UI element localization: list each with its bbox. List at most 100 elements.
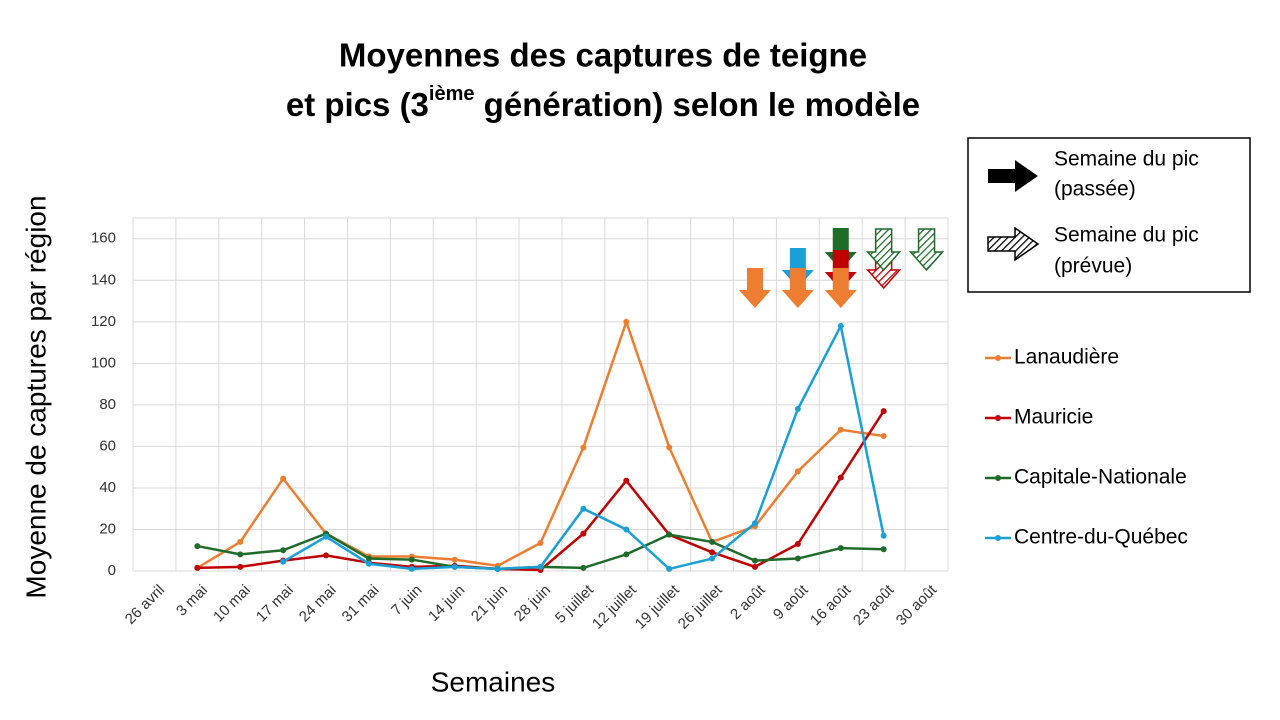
data-point [323,552,330,559]
title-part: et pics (3 [286,86,429,123]
x-tick-label: 30 août [893,581,941,629]
data-point [280,475,287,482]
data-point [451,556,458,563]
x-tick-label: 7 juin [388,582,425,619]
x-tick-label: 31 mai [339,582,383,626]
x-tick-label: 10 mai [210,582,254,626]
data-point [837,426,844,433]
y-tick-label: 100 [91,354,116,371]
legend-dot [995,475,1001,481]
title-sup: ième [429,83,475,105]
data-point [194,543,201,550]
legend-label: Capitale-Nationale [1014,466,1187,489]
data-point [709,538,716,545]
data-point [794,555,801,562]
data-point [623,318,630,325]
data-point [237,563,244,570]
data-point [280,547,287,554]
y-tick-label: 40 [99,479,116,496]
data-point [666,565,673,572]
data-point [794,541,801,548]
title-part: génération) selon le modèle [475,86,921,123]
x-tick-label: 24 mai [296,582,340,626]
data-point [408,565,415,572]
x-tick-label: 3 mai [173,582,211,620]
data-point [709,555,716,562]
legend-dot [995,415,1001,421]
x-tick-label: 21 juin [468,582,511,625]
data-point [580,530,587,537]
chart-title: Moyennes des captures de teigne [339,37,867,74]
x-tick-label: 23 août [850,581,898,629]
data-point [237,551,244,558]
legend-dot [995,535,1001,541]
legend-label: Mauricie [1014,406,1093,429]
y-tick-label: 80 [99,396,116,413]
data-point [494,565,501,572]
data-point [451,563,458,570]
x-tick-label: 14 juin [425,582,468,625]
data-point [666,531,673,538]
x-axis-title: Semaines [431,666,556,697]
data-point [794,406,801,413]
peak-arrow [824,268,857,308]
y-tick-label: 20 [99,520,116,537]
x-tick-label: 28 juin [511,582,554,625]
x-tick-label: 17 mai [253,582,297,626]
data-point [666,444,673,451]
peak-legend-label: (passée) [1054,178,1136,201]
peak-arrow [781,268,814,308]
legend-label: Lanaudière [1014,346,1119,369]
data-point [580,564,587,571]
legend-dot [995,355,1001,361]
data-point [794,468,801,475]
y-tick-label: 140 [91,271,116,288]
data-point [623,551,630,558]
y-tick-label: 160 [91,230,116,247]
data-point [537,563,544,570]
data-point [751,557,758,564]
data-point [237,538,244,545]
x-tick-label: 26 juillet [675,581,727,633]
peak-legend-label: Semaine du pic [1054,224,1199,247]
data-point [837,322,844,329]
x-tick-label: 19 juillet [632,581,684,633]
data-point [880,532,887,539]
data-point [880,433,887,440]
data-point [580,444,587,451]
data-point [837,474,844,481]
peak-arrow [738,268,771,308]
x-tick-label: 26 avril [122,582,168,628]
data-point [623,477,630,484]
data-point [365,560,372,567]
data-point [323,533,330,540]
data-point [751,520,758,527]
data-point [837,545,844,552]
data-point [751,563,758,570]
data-point [709,549,716,556]
data-point [623,526,630,533]
y-axis-title: Moyenne de captures par région [20,195,51,598]
peak-arrow-past [988,160,1038,192]
y-tick-label: 60 [99,437,116,454]
x-tick-label: 16 août [807,581,855,629]
series-line [196,317,884,569]
data-point [280,558,287,565]
x-tick-label: 9 août [770,581,812,623]
peak-legend-label: (prévue) [1054,255,1132,278]
chart-title: et pics (3ième génération) selon le modè… [286,83,920,122]
legend-label: Centre-du-Québec [1014,526,1188,549]
y-tick-label: 120 [91,313,116,330]
peak-arrow [908,228,945,272]
data-point [365,555,372,562]
x-tick-label: 12 juillet [589,581,641,633]
x-tick-label: 2 août [727,581,769,623]
data-point [537,539,544,546]
peak-arrow-forecast [987,226,1040,262]
peak-legend-label: Semaine du pic [1054,148,1199,171]
series-line [197,410,885,572]
data-point [880,546,887,553]
data-point [880,408,887,415]
y-tick-label: 0 [108,562,116,579]
